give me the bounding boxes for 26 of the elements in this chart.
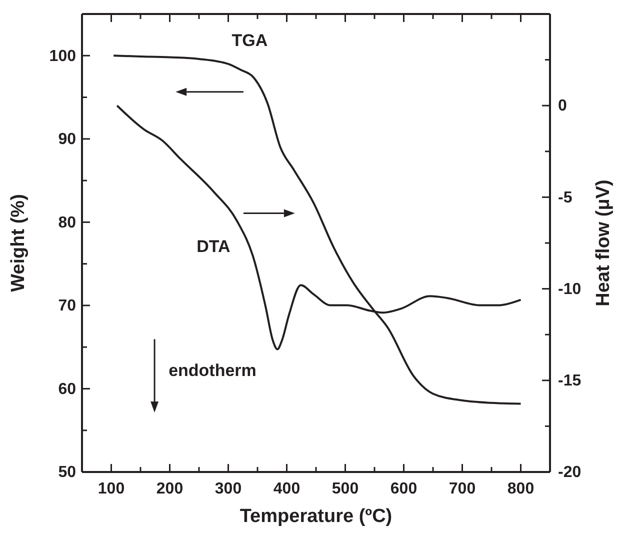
y-tick-label: 100 bbox=[49, 48, 76, 65]
x-tick-label: 100 bbox=[98, 480, 125, 498]
line-series bbox=[112, 54, 522, 405]
x-tick-label: 500 bbox=[332, 480, 359, 498]
y2-tick-label: 0 bbox=[558, 98, 567, 115]
y2-tick-label: -10 bbox=[558, 280, 582, 298]
x-tick-label: 300 bbox=[214, 480, 242, 498]
y-tick-label: 80 bbox=[58, 214, 76, 232]
y2-tick-label: -5 bbox=[558, 189, 572, 206]
x-tick-label: 800 bbox=[507, 480, 534, 498]
y-tick-label: 90 bbox=[58, 131, 76, 148]
annotation: endotherm bbox=[168, 360, 256, 380]
y-axis-title: Weight (%) bbox=[8, 194, 29, 292]
x-tick-label: 600 bbox=[390, 480, 418, 498]
x-tick-label: 700 bbox=[448, 480, 476, 498]
x-tick-label: 400 bbox=[273, 480, 300, 498]
annotation: TGA bbox=[232, 31, 268, 50]
y-tick-label: 50 bbox=[58, 464, 76, 482]
y-tick-label: 60 bbox=[58, 380, 76, 398]
y2-tick-label: -20 bbox=[558, 464, 582, 482]
y2-tick-label: -15 bbox=[558, 372, 582, 390]
y-tick-label: 70 bbox=[58, 298, 76, 315]
y2-axis-title: Heat flow (μV) bbox=[593, 180, 614, 306]
x-axis-title: Temperature (ºC) bbox=[240, 506, 392, 527]
x-tick-label: 200 bbox=[156, 480, 184, 498]
annotation: DTA bbox=[196, 237, 230, 256]
